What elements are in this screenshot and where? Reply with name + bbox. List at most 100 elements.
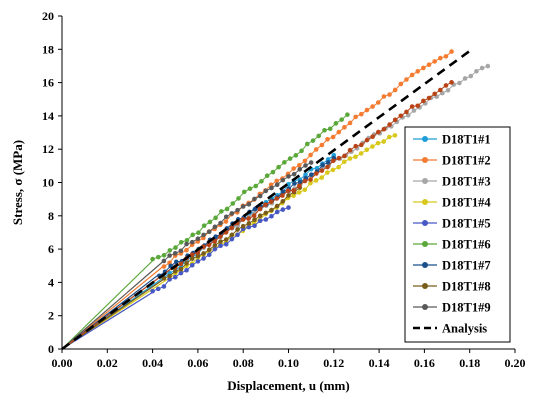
data-point	[353, 114, 358, 120]
data-point	[330, 167, 336, 173]
data-point	[347, 147, 353, 153]
data-point	[223, 219, 229, 224]
data-point	[330, 158, 336, 164]
data-point	[263, 217, 269, 222]
legend-label: D18T1#2	[442, 154, 491, 168]
data-point	[178, 248, 184, 254]
data-point	[325, 164, 330, 170]
data-point	[308, 180, 313, 186]
data-point	[161, 264, 167, 269]
data-point	[297, 166, 303, 172]
data-point	[246, 221, 252, 226]
data-point	[195, 259, 201, 264]
legend-marker	[422, 304, 428, 310]
data-point	[212, 224, 218, 230]
series-d18t1-5	[61, 205, 291, 350]
x-tick-label: 0.06	[187, 356, 208, 370]
data-point	[189, 252, 195, 258]
data-point	[457, 80, 462, 86]
data-point	[443, 83, 449, 88]
data-point	[167, 273, 172, 279]
data-point	[308, 172, 314, 178]
data-point	[168, 263, 173, 269]
y-tick-label: 6	[48, 242, 54, 256]
data-point	[274, 209, 280, 215]
data-point	[247, 186, 253, 191]
data-point	[286, 174, 291, 179]
data-point	[381, 94, 387, 99]
data-point	[462, 76, 468, 81]
data-point	[223, 214, 229, 220]
data-point	[304, 141, 310, 147]
legend-item: Analysis	[413, 322, 487, 336]
data-point	[161, 258, 167, 264]
data-point	[387, 134, 392, 140]
data-point	[155, 286, 161, 292]
data-point	[293, 153, 299, 158]
data-point	[172, 274, 178, 280]
data-point	[320, 162, 325, 168]
x-tick-label: 0.04	[142, 356, 163, 370]
data-point	[308, 152, 313, 158]
data-point	[474, 68, 479, 74]
legend-item: D18T1#3	[413, 175, 491, 189]
y-tick-label: 10	[42, 176, 54, 190]
series-line	[163, 51, 452, 267]
data-point	[291, 166, 296, 171]
data-point	[257, 193, 263, 199]
y-tick-label: 8	[48, 209, 54, 223]
data-point	[229, 236, 235, 242]
data-point	[167, 253, 172, 258]
data-point	[381, 126, 387, 132]
data-point	[291, 188, 296, 193]
data-point	[310, 138, 316, 143]
series-d18t1-6	[61, 112, 350, 350]
legend-label: D18T1#7	[442, 259, 491, 273]
data-point	[415, 69, 421, 74]
data-point	[269, 213, 274, 219]
data-point	[375, 129, 381, 135]
data-point	[150, 288, 155, 294]
data-point	[285, 188, 291, 194]
data-point	[161, 284, 167, 289]
data-point	[325, 137, 330, 142]
data-point	[438, 87, 443, 93]
data-point	[156, 254, 161, 260]
y-tick-label: 12	[42, 142, 54, 156]
data-point	[291, 171, 297, 177]
data-point	[347, 120, 353, 126]
data-point	[184, 261, 189, 266]
data-point	[172, 251, 178, 256]
data-point	[150, 256, 155, 262]
data-point	[443, 54, 449, 59]
data-point	[240, 204, 246, 209]
series-analysis	[61, 49, 471, 351]
data-point	[327, 126, 333, 132]
data-point	[370, 104, 375, 109]
data-point	[274, 182, 280, 187]
data-point	[178, 261, 184, 267]
data-point	[432, 59, 437, 64]
data-point	[449, 80, 454, 85]
data-point	[404, 109, 409, 115]
data-point	[229, 225, 234, 231]
data-point	[330, 134, 336, 140]
data-point	[322, 127, 327, 133]
legend-label: D18T1#5	[442, 217, 491, 231]
data-point	[392, 87, 398, 93]
data-point	[274, 203, 280, 209]
data-point	[280, 177, 286, 183]
legend-label: Analysis	[442, 322, 487, 336]
data-point	[432, 91, 437, 97]
data-point	[313, 171, 319, 176]
data-point	[223, 241, 229, 247]
data-point	[336, 164, 341, 170]
data-point	[415, 103, 421, 109]
data-point	[303, 163, 308, 168]
data-point	[268, 199, 274, 205]
data-point	[270, 169, 276, 175]
legend-label: D18T1#9	[442, 301, 491, 315]
data-point	[445, 87, 451, 93]
data-point	[359, 142, 364, 148]
